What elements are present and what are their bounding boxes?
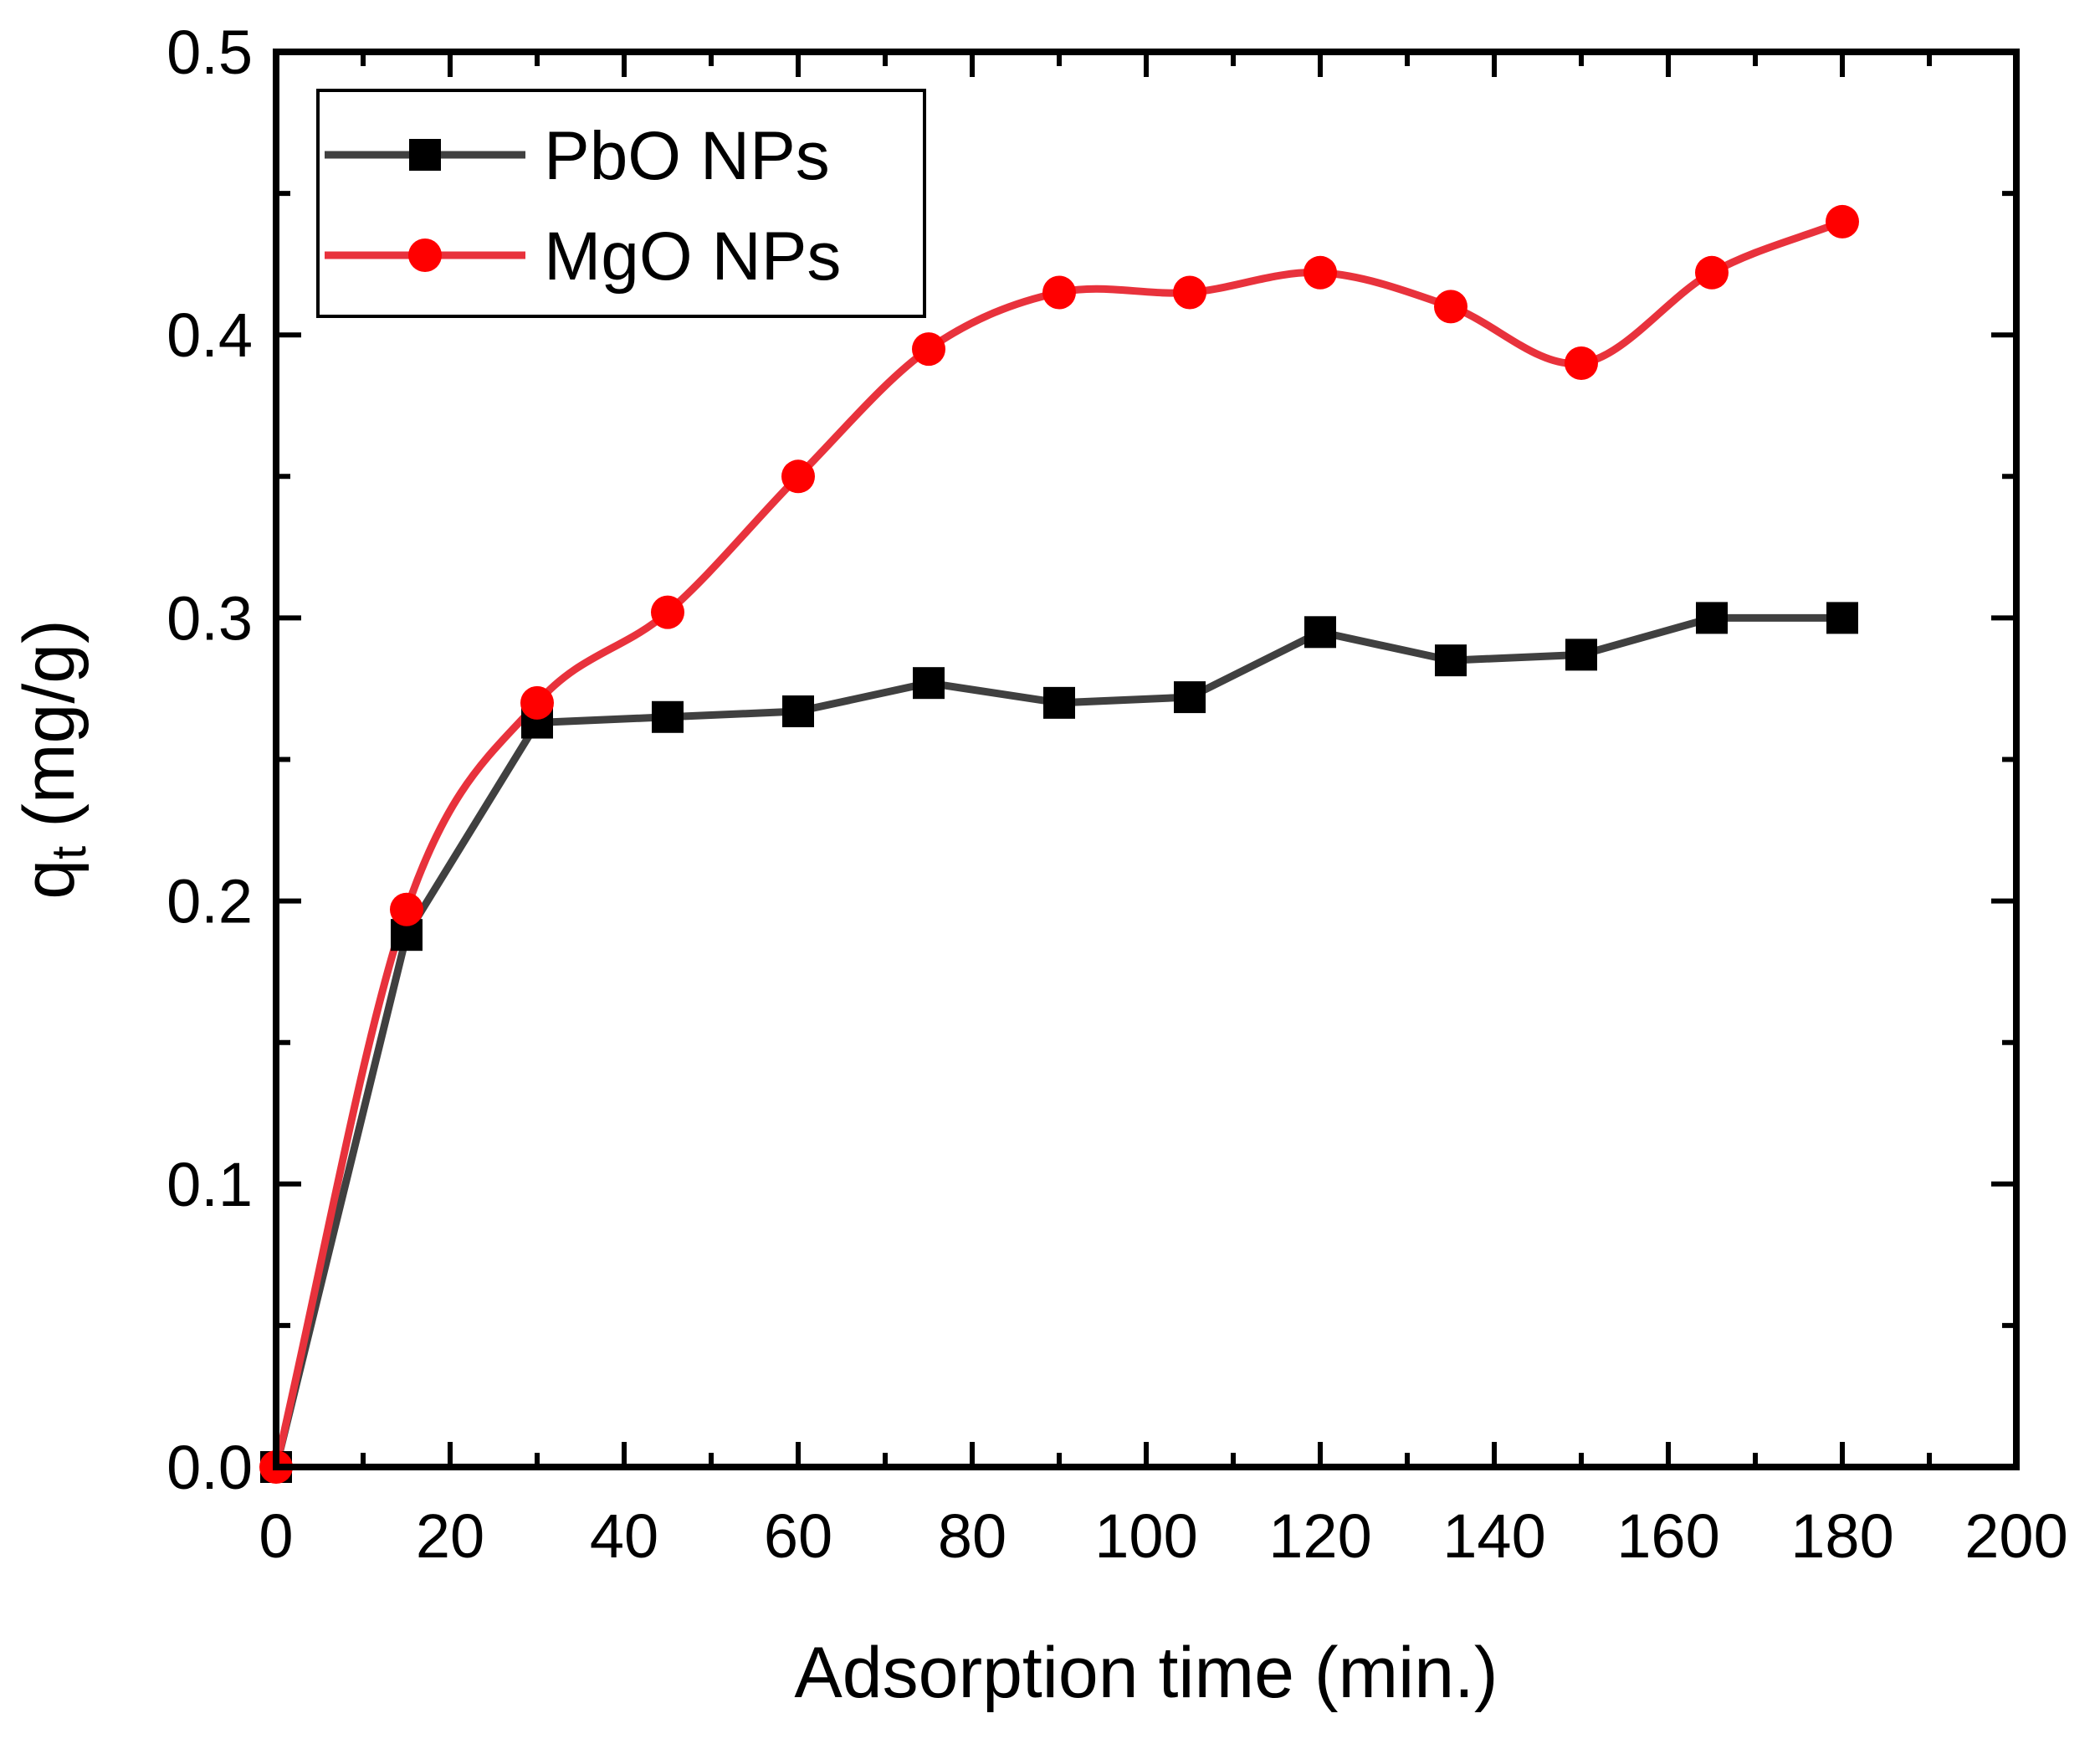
data-point-pbo-nps bbox=[1435, 644, 1467, 677]
data-point-mgo-nps bbox=[520, 685, 554, 720]
y-tick-label: 0.2 bbox=[166, 867, 253, 936]
x-tick-label: 80 bbox=[938, 1501, 1006, 1571]
y-tick-label: 0.0 bbox=[166, 1433, 253, 1502]
plot-area bbox=[259, 204, 1859, 1484]
data-point-mgo-nps bbox=[651, 595, 684, 629]
data-point-mgo-nps bbox=[1173, 275, 1206, 310]
data-point-mgo-nps bbox=[912, 332, 945, 367]
legend-label-pbo: PbO NPs bbox=[544, 118, 830, 194]
legend-box bbox=[316, 89, 926, 318]
data-point-pbo-nps bbox=[652, 700, 684, 733]
x-tick-label: 40 bbox=[590, 1501, 658, 1571]
data-point-mgo-nps bbox=[390, 892, 423, 926]
data-point-mgo-nps bbox=[1042, 275, 1076, 310]
legend-marker-pbo bbox=[409, 139, 441, 171]
data-point-mgo-nps bbox=[1826, 204, 1859, 239]
data-point-mgo-nps bbox=[1434, 290, 1467, 324]
x-tick-label: 20 bbox=[416, 1501, 484, 1571]
data-point-mgo-nps bbox=[781, 459, 815, 494]
x-tick-label: 160 bbox=[1616, 1501, 1719, 1571]
series-line-mgo-nps bbox=[272, 218, 1844, 1469]
legend-label-mgo: MgO NPs bbox=[544, 218, 841, 295]
data-point-pbo-nps bbox=[1043, 686, 1075, 719]
y-axis-title-unit: (mg/g) bbox=[9, 619, 90, 827]
data-point-pbo-nps bbox=[782, 695, 814, 728]
y-tick-label: 0.4 bbox=[166, 300, 253, 370]
legend: PbO NPs MgO NPs bbox=[316, 89, 926, 318]
x-tick-label: 120 bbox=[1268, 1501, 1371, 1571]
data-point-mgo-nps bbox=[1695, 255, 1729, 290]
data-point-pbo-nps bbox=[1696, 602, 1728, 634]
data-point-pbo-nps bbox=[1565, 639, 1597, 671]
series-line-pbo-nps bbox=[272, 613, 1842, 1469]
y-axis-title-main: q bbox=[9, 859, 90, 900]
axis-ticks: 0 20 40 60 80 100 120 140 160 180 200 0.0 0.1 0.2 0.3 0… bbox=[166, 18, 2068, 1571]
y-tick-label: 0.5 bbox=[166, 18, 253, 87]
x-tick-label: 0 bbox=[259, 1501, 293, 1571]
y-axis-title-sub: t bbox=[42, 846, 96, 859]
data-point-mgo-nps bbox=[1565, 346, 1598, 381]
x-tick-label: 200 bbox=[1964, 1501, 2067, 1571]
data-point-pbo-nps bbox=[913, 667, 945, 700]
data-point-pbo-nps bbox=[1174, 681, 1206, 714]
data-point-mgo-nps bbox=[1304, 255, 1337, 290]
data-point-pbo-nps bbox=[1826, 602, 1858, 634]
x-tick-label: 180 bbox=[1790, 1501, 1893, 1571]
y-axis-title: qt (mg/g) bbox=[9, 619, 96, 899]
y-tick-label: 0.1 bbox=[166, 1150, 253, 1219]
x-tick-label: 100 bbox=[1094, 1501, 1197, 1571]
legend-marker-mgo bbox=[408, 239, 442, 272]
y-tick-label: 0.3 bbox=[166, 583, 253, 653]
data-point-pbo-nps bbox=[1304, 616, 1336, 649]
x-tick-label: 60 bbox=[764, 1501, 832, 1571]
x-tick-label: 140 bbox=[1442, 1501, 1545, 1571]
x-axis-title: Adsorption time (min.) bbox=[794, 1633, 1498, 1713]
